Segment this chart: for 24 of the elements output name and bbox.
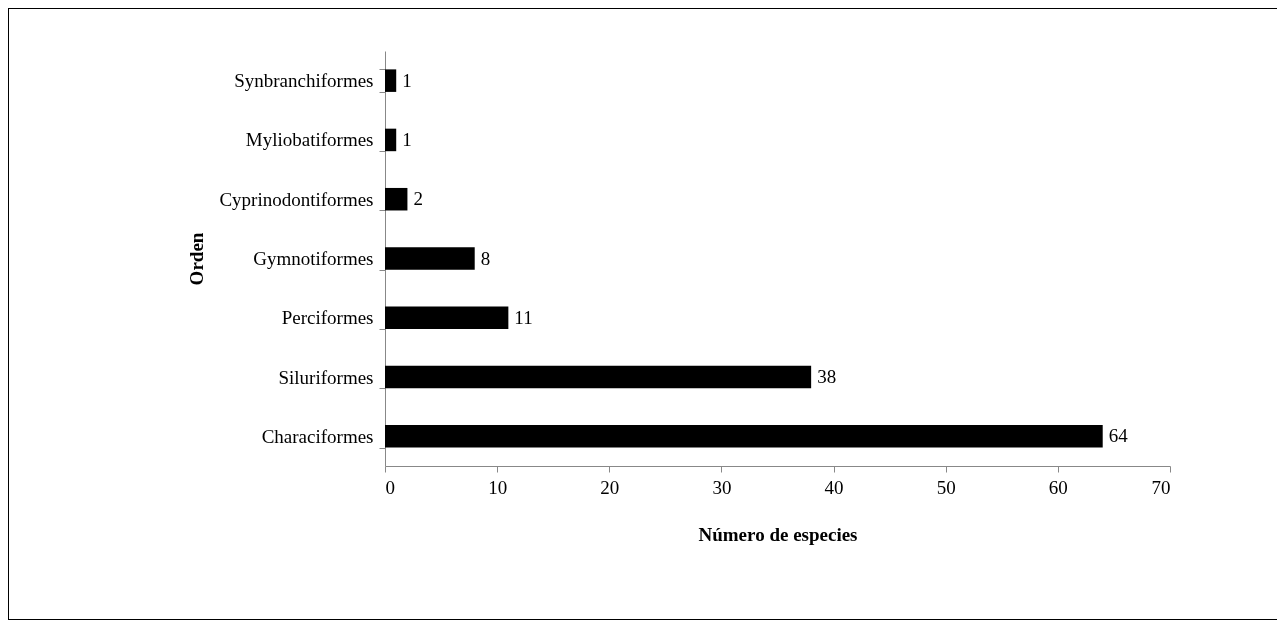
x-tick-label: 70 [1151, 476, 1171, 498]
data-label: 1 [402, 69, 412, 91]
y-tick-label: Characiformes [261, 425, 374, 447]
x-tick-label: 60 [1048, 476, 1068, 498]
y-tick-label: Perciformes [281, 307, 374, 329]
x-tick-label: 40 [824, 476, 844, 498]
y-axis-title: Orden [186, 232, 208, 286]
x-tick-label: 20 [600, 476, 620, 498]
y-tick-label: Siluriformes [278, 366, 374, 388]
data-label: 1 [402, 128, 412, 150]
data-label: 2 [413, 188, 423, 210]
data-label: 38 [817, 366, 837, 388]
y-tick-label: Synbranchiformes [234, 70, 374, 92]
y-tick-label: Cyprinodontiformes [219, 188, 374, 210]
y-tick-label: Gymnotiformes [253, 248, 374, 269]
x-tick-label: 50 [936, 476, 956, 498]
x-tick-label: 0 [385, 476, 395, 498]
data-label: 11 [514, 306, 533, 328]
x-axis-title: Número de especies [698, 523, 858, 545]
x-tick-label: 10 [488, 476, 508, 498]
x-tick-label: 30 [712, 476, 732, 498]
y-tick-label: Myliobatiformes [245, 129, 374, 151]
data-label: 8 [480, 247, 491, 269]
data-label: 64 [1108, 425, 1129, 447]
